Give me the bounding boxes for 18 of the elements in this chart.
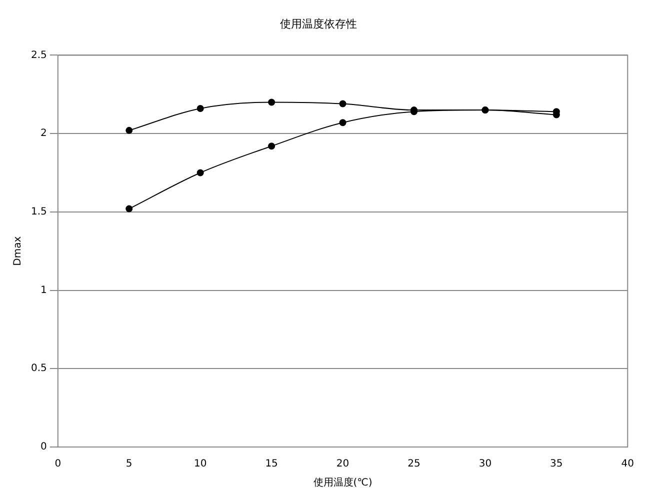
x-tick-label: 35 bbox=[550, 458, 563, 470]
x-tick-label: 30 bbox=[478, 458, 492, 470]
y-tick-label: 1.5 bbox=[30, 206, 47, 218]
y-tick-label: 1 bbox=[40, 284, 47, 296]
x-axis-title: 使用温度(℃) bbox=[313, 476, 372, 489]
x-tick-label: 10 bbox=[194, 458, 207, 470]
chart-title: 使用温度依存性 bbox=[280, 17, 357, 30]
y-tick-label: 0 bbox=[40, 442, 47, 453]
x-tick-label: 5 bbox=[126, 458, 132, 470]
x-tick-label: 20 bbox=[336, 458, 350, 470]
x-tick-label: 40 bbox=[621, 458, 634, 470]
x-tick-label: 15 bbox=[265, 458, 278, 470]
x-tick-label: 0 bbox=[54, 458, 62, 470]
y-axis-title: Dmax bbox=[12, 236, 24, 266]
x-tick-label: 25 bbox=[408, 458, 420, 470]
y-tick-label: 2 bbox=[40, 128, 47, 140]
y-tick-label: 0.5 bbox=[30, 363, 47, 374]
y-tick-label: 2.5 bbox=[30, 50, 47, 61]
